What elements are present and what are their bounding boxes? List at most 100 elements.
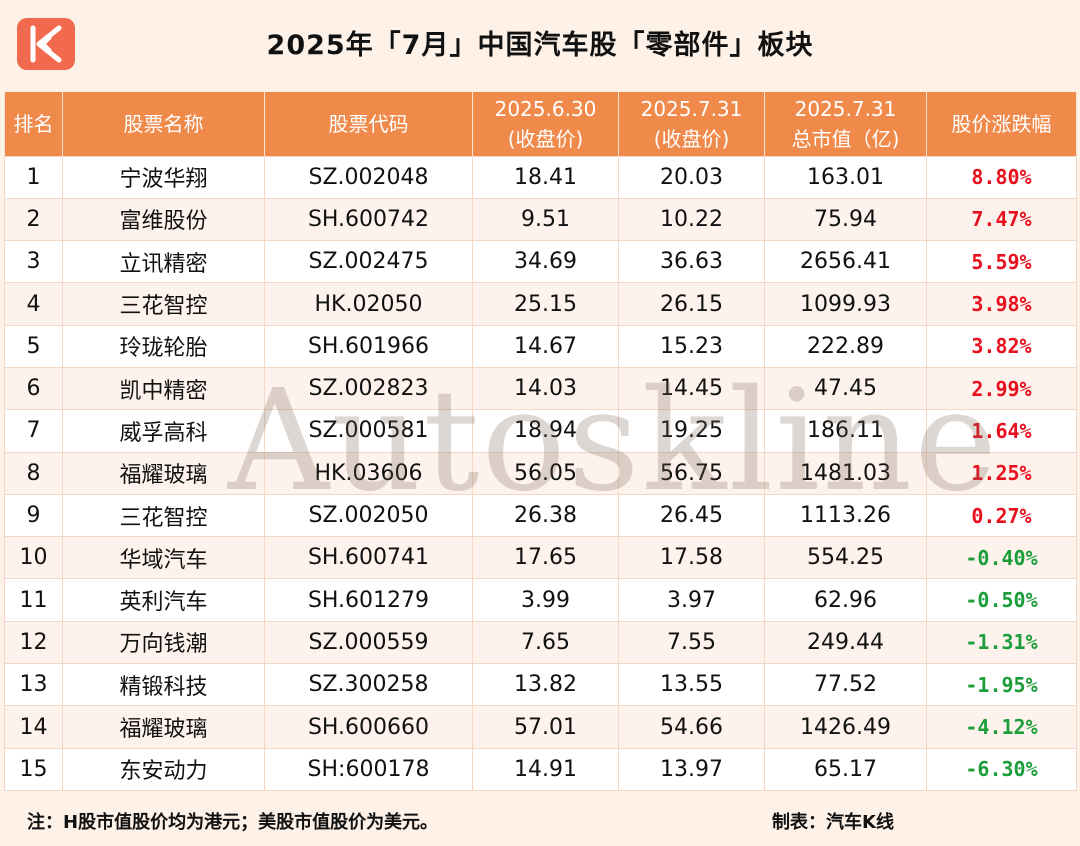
rank-cell: 4 [4,282,63,326]
table-row: 12 万向钱潮 SZ.000559 7.65 7.55 249.44 -1.31% [4,620,1077,665]
market-cap-cell: 65.17 [764,747,927,791]
header-close-0630: 2025.6.30 (收盘价) [472,92,619,156]
rank-cell: 14 [4,705,63,749]
table-row: 4 三花智控 HK.02050 25.15 26.15 1099.93 3.98% [4,282,1077,326]
stock-code-cell: SZ.002475 [264,240,473,284]
rank-cell: 2 [4,197,63,242]
rank-cell: 15 [4,747,63,791]
market-cap-cell: 1113.26 [764,493,927,538]
change-cell: -0.40% [926,536,1077,580]
stock-name-cell: 富维股份 [62,197,265,242]
stock-name-cell: 立讯精密 [62,240,265,284]
stock-code-cell: SH.600741 [264,536,473,580]
stock-code-cell: SH.600660 [264,705,473,749]
market-cap-cell: 77.52 [764,663,927,707]
rank-cell: 11 [4,578,63,622]
table-row: 1 宁波华翔 SZ.002048 18.41 20.03 163.01 8.80% [4,155,1077,199]
footer-note: 注：H股市值股价均为港元；美股市值股价为美元。 [27,812,439,833]
rank-cell: 10 [4,536,63,580]
market-cap-cell: 62.96 [764,578,927,622]
page-title: 2025年「7月」中国汽车股「零部件」板块 [266,30,814,61]
table-row: 8 福耀玻璃 HK.03606 56.05 56.75 1481.03 1.25% [4,451,1077,495]
stock-code-cell: SZ.000581 [264,409,473,453]
table-row: 9 三花智控 SZ.002050 26.38 26.45 1113.26 0.27% [4,493,1077,538]
market-cap-cell: 1481.03 [764,451,927,495]
close-0731-cell: 26.15 [618,282,765,326]
stock-code-cell: SH.601279 [264,578,473,622]
change-cell: -4.12% [926,705,1077,749]
rank-cell: 1 [4,155,63,199]
stock-code-cell: SZ.002050 [264,493,473,538]
market-cap-cell: 249.44 [764,620,927,665]
close-0731-cell: 7.55 [618,620,765,665]
table-row: 10 华域汽车 SH.600741 17.65 17.58 554.25 -0.40% [4,536,1077,580]
table-header-row: 排名 股票名称 股票代码 2025.6.30 (收盘价) 2025.7.31 (… [4,92,1077,156]
market-cap-cell: 222.89 [764,324,927,368]
stock-code-cell: SZ.000559 [264,620,473,665]
close-0731-cell: 10.22 [618,197,765,242]
stock-name-cell: 英利汽车 [62,578,265,622]
close-0731-cell: 14.45 [618,366,765,411]
close-0630-cell: 57.01 [472,705,619,749]
footer-credit: 制表：汽车K线 [772,812,894,833]
close-0731-cell: 15.23 [618,324,765,368]
stock-code-cell: SH.601966 [264,324,473,368]
rank-cell: 3 [4,240,63,284]
close-0630-cell: 56.05 [472,451,619,495]
stock-name-cell: 宁波华翔 [62,155,265,199]
market-cap-cell: 75.94 [764,197,927,242]
header-market-cap: 2025.7.31 总市值（亿) [764,92,927,156]
close-0630-cell: 17.65 [472,536,619,580]
table-row: 2 富维股份 SH.600742 9.51 10.22 75.94 7.47% [4,197,1077,242]
close-0731-cell: 3.97 [618,578,765,622]
stock-code-cell: SZ.002048 [264,155,473,199]
stock-name-cell: 三花智控 [62,282,265,326]
rank-cell: 12 [4,620,63,665]
stock-name-cell: 东安动力 [62,747,265,791]
rank-cell: 6 [4,366,63,411]
header-close-0731: 2025.7.31 (收盘价) [618,92,765,156]
stock-name-cell: 华域汽车 [62,536,265,580]
close-0731-cell: 13.55 [618,663,765,707]
close-0630-cell: 13.82 [472,663,619,707]
header-close-0630-label: (收盘价) [507,126,584,151]
close-0630-cell: 14.03 [472,366,619,411]
change-cell: 0.27% [926,493,1077,538]
close-0630-cell: 7.65 [472,620,619,665]
change-cell: -1.95% [926,663,1077,707]
rank-cell: 7 [4,409,63,453]
close-0731-cell: 20.03 [618,155,765,199]
rank-cell: 5 [4,324,63,368]
change-cell: -1.31% [926,620,1077,665]
close-0731-cell: 19.25 [618,409,765,453]
stock-code-cell: SH:600178 [264,747,473,791]
rank-cell: 9 [4,493,63,538]
market-cap-cell: 554.25 [764,536,927,580]
table-row: 5 玲珑轮胎 SH.601966 14.67 15.23 222.89 3.82% [4,324,1077,368]
header-market-cap-label: 总市值（亿) [791,126,900,151]
market-cap-cell: 47.45 [764,366,927,411]
close-0731-cell: 56.75 [618,451,765,495]
table-row: 14 福耀玻璃 SH.600660 57.01 54.66 1426.49 -4.12% [4,705,1077,749]
close-0731-cell: 26.45 [618,493,765,538]
close-0630-cell: 25.15 [472,282,619,326]
stock-code-cell: SZ.002823 [264,366,473,411]
stock-name-cell: 威孚高科 [62,409,265,453]
header-code: 股票代码 [264,92,473,156]
table-row: 11 英利汽车 SH.601279 3.99 3.97 62.96 -0.50% [4,578,1077,622]
market-cap-cell: 1426.49 [764,705,927,749]
footer: 注：H股市值股价均为港元；美股市值股价为美元。 制表：汽车K线 [0,796,1080,846]
close-0630-cell: 18.41 [472,155,619,199]
header-rank: 排名 [4,92,63,156]
market-cap-cell: 186.11 [764,409,927,453]
rank-cell: 8 [4,451,63,495]
market-cap-cell: 1099.93 [764,282,927,326]
change-cell: -0.50% [926,578,1077,622]
header-close-0731-date: 2025.7.31 [640,96,743,121]
stock-code-cell: SZ.300258 [264,663,473,707]
change-cell: 8.80% [926,155,1077,199]
close-0630-cell: 14.91 [472,747,619,791]
table-row: 7 威孚高科 SZ.000581 18.94 19.25 186.11 1.64% [4,409,1077,453]
stock-name-cell: 福耀玻璃 [62,705,265,749]
change-cell: 5.59% [926,240,1077,284]
